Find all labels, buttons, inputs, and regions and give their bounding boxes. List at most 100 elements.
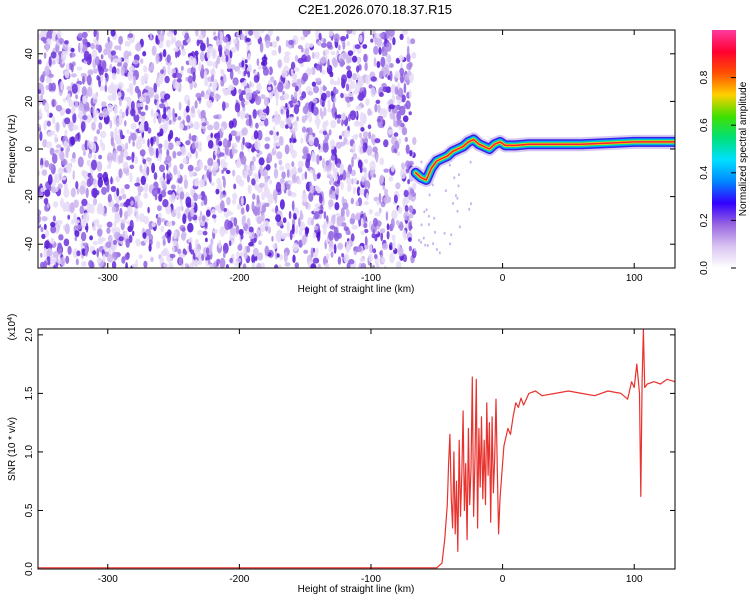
noise-speckle xyxy=(328,247,335,253)
noise-speckle xyxy=(49,147,55,156)
noise-speckle xyxy=(73,199,79,208)
noise-speckle xyxy=(200,42,206,52)
noise-speckle xyxy=(333,181,338,186)
noise-speckle xyxy=(97,228,103,237)
noise-speckle xyxy=(107,49,112,59)
noise-speckle xyxy=(396,219,400,226)
noise-speckle xyxy=(399,105,406,116)
noise-speckle xyxy=(57,242,62,249)
noise-speckle xyxy=(239,109,246,120)
noise-speckle xyxy=(273,140,277,152)
noise-speckle xyxy=(198,251,202,263)
noise-speckle xyxy=(40,30,47,36)
noise-speckle xyxy=(284,84,290,90)
noise-speckle xyxy=(249,81,252,88)
noise-speckle xyxy=(80,240,84,249)
noise-speckle xyxy=(308,68,313,75)
noise-speckle xyxy=(359,111,364,123)
noise-speckle xyxy=(235,258,242,263)
noise-speckle xyxy=(272,126,276,132)
noise-speckle xyxy=(374,138,381,144)
noise-speckle xyxy=(114,45,120,51)
noise-speckle xyxy=(206,48,210,59)
noise-speckle xyxy=(314,51,320,59)
noise-speckle xyxy=(48,242,53,250)
noise-speckle xyxy=(285,232,291,238)
noise-speckle xyxy=(269,130,274,136)
noise-speckle xyxy=(299,209,303,221)
noise-speckle xyxy=(118,168,123,179)
noise-speckle xyxy=(244,30,249,36)
noise-speckle xyxy=(160,225,164,233)
noise-speckle xyxy=(74,230,80,238)
noise-speckle xyxy=(185,105,190,113)
noise-speckle xyxy=(376,36,383,48)
noise-speckle xyxy=(316,173,321,180)
noise-speckle xyxy=(343,136,348,145)
noise-speckle xyxy=(63,201,70,212)
noise-speckle xyxy=(268,66,273,76)
noise-speckle xyxy=(230,130,237,137)
noise-speckle xyxy=(147,206,150,214)
noise-speckle xyxy=(169,253,176,259)
noise-speckle xyxy=(172,246,175,253)
noise-speckle xyxy=(367,108,372,116)
noise-speckle xyxy=(81,169,87,177)
noise-speckle xyxy=(274,250,278,260)
noise-speckle xyxy=(388,30,395,38)
noise-speckle xyxy=(311,51,315,60)
noise-speckle xyxy=(383,168,390,173)
noise-speckle xyxy=(412,136,417,146)
noise-speckle xyxy=(115,117,120,128)
noise-speckle xyxy=(269,179,273,185)
noise-speckle xyxy=(213,260,217,268)
noise-speckle xyxy=(93,109,99,115)
noise-speckle xyxy=(256,216,263,225)
noise-speckle xyxy=(209,82,213,87)
noise-speckle xyxy=(87,69,93,75)
noise-speckle xyxy=(346,102,351,108)
noise-speckle xyxy=(201,122,207,127)
noise-speckle xyxy=(333,226,339,238)
noise-speckle xyxy=(172,72,177,79)
noise-speckle xyxy=(92,178,98,189)
noise-speckle xyxy=(386,41,392,52)
noise-speckle xyxy=(353,177,358,184)
noise-speckle xyxy=(408,111,412,116)
noise-speckle xyxy=(341,253,344,258)
noise-speckle xyxy=(287,190,292,197)
noise-speckle xyxy=(183,178,188,189)
noise-speckle xyxy=(217,131,220,142)
noise-speckle xyxy=(147,138,150,148)
noise-speckle xyxy=(366,145,373,156)
noise-speckle xyxy=(279,165,285,171)
noise-speckle xyxy=(48,163,54,171)
noise-speckle xyxy=(221,175,225,180)
noise-speckle xyxy=(297,167,303,173)
noise-speckle xyxy=(332,80,339,86)
noise-speckle xyxy=(46,248,53,257)
noise-speckle xyxy=(210,68,214,75)
noise-speckle xyxy=(110,185,117,193)
noise-speckle xyxy=(263,117,269,127)
noise-speckle xyxy=(405,100,411,110)
noise-speckle xyxy=(275,181,282,193)
noise-speckle xyxy=(213,78,218,90)
noise-speckle xyxy=(360,262,367,268)
noise-speckle xyxy=(235,160,242,169)
noise-speckle xyxy=(118,154,124,164)
noise-speckle xyxy=(397,224,404,229)
noise-speckle xyxy=(195,30,199,37)
noise-speckle xyxy=(322,123,327,131)
noise-speckle xyxy=(48,56,52,67)
noise-speckle xyxy=(191,57,197,68)
noise-speckle xyxy=(163,262,168,268)
noise-speckle xyxy=(61,50,67,62)
noise-speckle xyxy=(48,174,53,185)
noise-speckle xyxy=(207,157,214,167)
noise-speckle xyxy=(318,32,322,41)
noise-speckle xyxy=(334,88,339,95)
noise-speckle xyxy=(368,244,373,254)
noise-speckle xyxy=(331,161,336,172)
noise-speckle xyxy=(241,81,248,87)
